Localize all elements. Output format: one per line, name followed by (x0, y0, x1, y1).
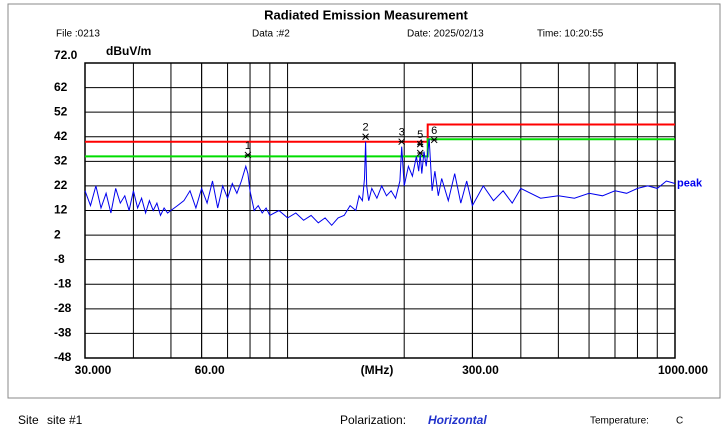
x-tick-label: 30.000 (75, 363, 112, 377)
marker (244, 151, 252, 159)
y-tick-label: -18 (54, 276, 72, 290)
limit-line (85, 138, 675, 158)
file: File :0213 (56, 29, 100, 40)
y-tick-label: 2 (54, 227, 61, 241)
trace (84, 139, 676, 227)
marker (398, 138, 406, 146)
plot-border (84, 62, 676, 359)
y-tick-label: -38 (54, 326, 72, 340)
polarization-label: Polarization: (340, 413, 406, 427)
y-tick-label: 72.0 (54, 48, 78, 62)
y-tick-label: -28 (54, 301, 72, 315)
x-tick-label: 300.00 (462, 363, 499, 377)
y-tick-label: 42 (54, 129, 68, 143)
temperature-unit: C (676, 416, 683, 427)
y-tick-label: 52 (54, 104, 68, 118)
series-label: peak (677, 177, 703, 189)
marker (430, 136, 438, 144)
marker-label: 3 (399, 127, 405, 139)
y-tick-label: -48 (54, 350, 72, 364)
chart-title: Radiated Emission Measurement (264, 7, 468, 22)
marker-label: 6 (431, 125, 437, 137)
date: Date: 2025/02/13 (407, 29, 484, 40)
y-tick-label: -8 (54, 252, 65, 266)
y-unit: dBuV/m (106, 44, 151, 58)
data-no: Data :#2 (252, 29, 290, 40)
x-unit: (MHz) (361, 363, 394, 377)
x-tick-label: 1000.000 (658, 363, 708, 377)
marker-label: 5 (417, 129, 423, 141)
site: site #1 (47, 413, 83, 427)
y-tick-label: 32 (54, 154, 68, 168)
marker (416, 140, 424, 148)
site-label: Site (18, 413, 39, 427)
y-tick-label: 62 (54, 80, 68, 94)
y-tick-label: 12 (54, 203, 68, 217)
marker-label: 2 (363, 122, 369, 134)
time: Time: 10:20:55 (537, 29, 604, 40)
polarization: Horizontal (428, 413, 487, 427)
y-tick-label: 22 (54, 178, 68, 192)
marker-label: 1 (245, 140, 251, 152)
limit-line (85, 123, 675, 143)
x-tick-label: 60.00 (195, 363, 225, 377)
marker (416, 149, 424, 157)
frame (7, 3, 721, 399)
marker (362, 133, 369, 141)
temperature-label: Temperature: (590, 416, 649, 427)
